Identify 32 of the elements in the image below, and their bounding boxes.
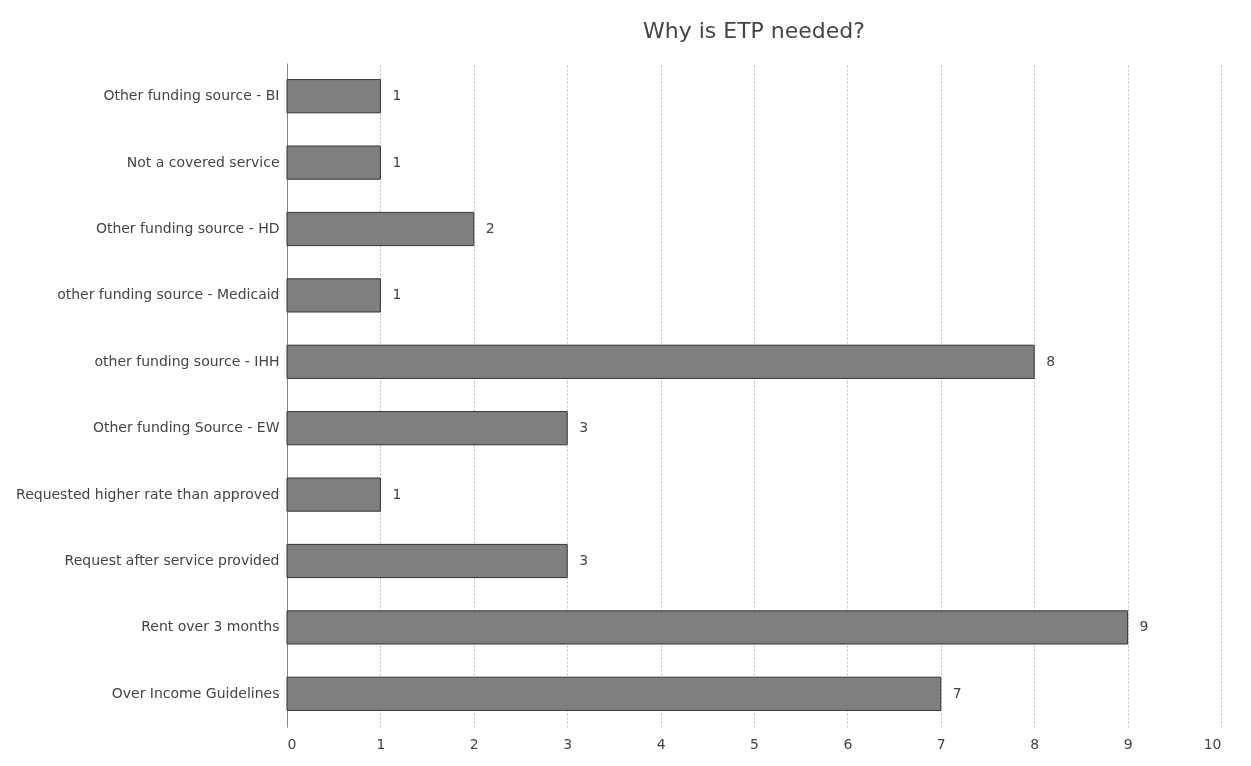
data-label: 2	[485, 220, 495, 236]
x-tick-label: 3	[563, 735, 573, 752]
y-tick-label: Rent over 3 months	[141, 618, 280, 635]
y-tick-label: other funding source - Medicaid	[57, 286, 280, 303]
data-label: 1	[392, 485, 402, 502]
x-tick-label: 6	[843, 735, 853, 752]
y-tick-label: Other funding source - HD	[95, 220, 280, 236]
data-label: 9	[1139, 618, 1149, 635]
data-label: 7	[952, 684, 962, 701]
x-tick-label: 8	[1030, 735, 1040, 752]
data-label: 1	[392, 87, 402, 104]
y-tick-label: Other funding Source - EW	[92, 419, 280, 436]
y-tick-label: Over Income Guidelines	[111, 684, 280, 701]
x-tick-label: 9	[1123, 735, 1133, 752]
y-tick-label: Requested higher rate than approved	[16, 485, 280, 502]
x-tick-label: 7	[936, 735, 946, 752]
x-tick-label: 4	[656, 735, 666, 752]
x-tick-label: 1	[376, 735, 386, 752]
data-label: 3	[579, 552, 589, 568]
y-tick-label: Request after service provided	[64, 552, 280, 568]
y-tick-label: other funding source - IHH	[94, 352, 280, 369]
x-tick-label: 10	[1203, 735, 1222, 752]
data-label: 1	[392, 286, 402, 303]
x-tick-label: 5	[750, 735, 759, 752]
y-tick-label: Not a covered service	[126, 153, 280, 170]
x-tick-label: 0	[287, 735, 297, 752]
x-tick-label: 2	[469, 735, 479, 752]
y-tick-label: Other funding source - BI	[103, 87, 280, 104]
data-label: 3	[579, 419, 589, 436]
data-label: 8	[1046, 352, 1056, 369]
data-label: 1	[392, 153, 402, 170]
chart-title: Why is ETP needed?	[642, 18, 866, 43]
